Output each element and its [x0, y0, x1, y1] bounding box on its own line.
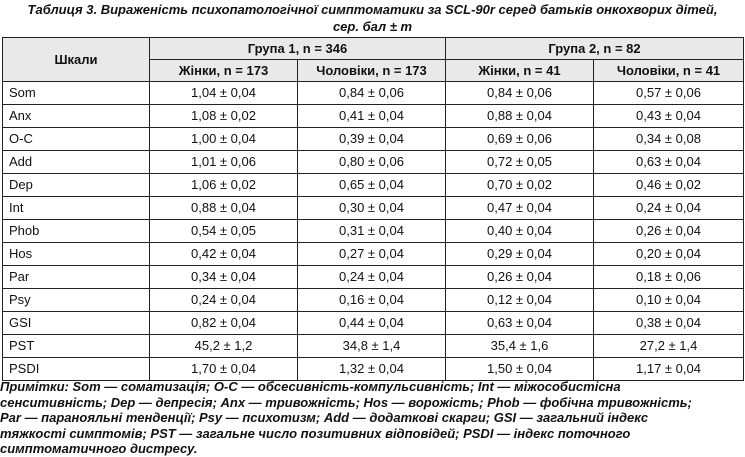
- column-header-scales: Шкали: [2, 37, 150, 82]
- table-cell: 45,2 ± 1,2: [149, 334, 298, 358]
- table-cell: 1,08 ± 0,02: [149, 104, 298, 128]
- table-row: Phob 0,54 ± 0,05 0,31 ± 0,04 0,40 ± 0,04 0,2…: [2, 219, 744, 243]
- row-scale-label: Par: [2, 265, 150, 289]
- table-cell: 0,16 ± 0,04: [297, 288, 446, 312]
- table-cell: 0,34 ± 0,04: [149, 265, 298, 289]
- table-row: O-C 1,00 ± 0,04 0,39 ± 0,04 0,69 ± 0,06 0,34…: [2, 127, 744, 151]
- column-header-group-1: Група 1, n = 346: [149, 37, 446, 60]
- table-cell: 0,88 ± 0,04: [445, 104, 594, 128]
- table-cell: 0,41 ± 0,04: [297, 104, 446, 128]
- notes-line: Par — паранояльні тенденції; Psy — психо…: [0, 410, 649, 425]
- notes-line: Примітки: Som — соматизація; O-C — обсес…: [0, 379, 621, 394]
- table-cell: 0,84 ± 0,06: [445, 81, 594, 105]
- table-cell: 0,26 ± 0,04: [593, 219, 744, 243]
- table-cell: 0,18 ± 0,06: [593, 265, 744, 289]
- table-cell: 1,32 ± 0,04: [297, 357, 446, 381]
- table-cell: 0,31 ± 0,04: [297, 219, 446, 243]
- table-row: Add 1,01 ± 0,06 0,80 ± 0,06 0,72 ± 0,05 0,63…: [2, 150, 744, 174]
- row-scale-label: Psy: [2, 288, 150, 312]
- table-cell: 0,39 ± 0,04: [297, 127, 446, 151]
- table-row: Som 1,04 ± 0,04 0,84 ± 0,06 0,84 ± 0,06 0,57…: [2, 81, 744, 105]
- row-scale-label: Phob: [2, 219, 150, 243]
- table-cell: 0,38 ± 0,04: [593, 311, 744, 335]
- table-cell: 1,00 ± 0,04: [149, 127, 298, 151]
- table-row: Dep 1,06 ± 0,02 0,65 ± 0,04 0,70 ± 0,02 0,46…: [2, 173, 744, 197]
- caption-line-1: Таблиця 3. Вираженість психопатологічної…: [27, 2, 718, 17]
- table-cell: 1,04 ± 0,04: [149, 81, 298, 105]
- table-row: GSI 0,82 ± 0,04 0,44 ± 0,04 0,63 ± 0,04 0,38…: [2, 311, 744, 335]
- table-cell: 0,10 ± 0,04: [593, 288, 744, 312]
- table-cell: 0,30 ± 0,04: [297, 196, 446, 220]
- table-cell: 35,4 ± 1,6: [445, 334, 594, 358]
- caption-line-2: сер. бал ± m: [332, 19, 413, 34]
- column-header-g1-women: Жінки, n = 173: [149, 59, 298, 82]
- table-cell: 0,12 ± 0,04: [445, 288, 594, 312]
- table-row: Int 0,88 ± 0,04 0,30 ± 0,04 0,47 ± 0,04 0,24…: [2, 196, 744, 220]
- row-scale-label: GSI: [2, 311, 150, 335]
- table-cell: 0,27 ± 0,04: [297, 242, 446, 266]
- table-cell: 0,69 ± 0,06: [445, 127, 594, 151]
- table-row: Psy 0,24 ± 0,04 0,16 ± 0,04 0,12 ± 0,04 0,10…: [2, 288, 744, 312]
- table-cell: 0,84 ± 0,06: [297, 81, 446, 105]
- table-cell: 0,63 ± 0,04: [593, 150, 744, 174]
- table-cell: 0,34 ± 0,08: [593, 127, 744, 151]
- scl90-table: Шкали Група 1, n = 346 Група 2, n = 82 Ж…: [2, 37, 744, 381]
- table-caption: Таблиця 3. Вираженість психопатологічної…: [0, 1, 745, 35]
- table-cell: 0,72 ± 0,05: [445, 150, 594, 174]
- table-cell: 1,70 ± 0,04: [149, 357, 298, 381]
- table-cell: 0,70 ± 0,02: [445, 173, 594, 197]
- table-cell: 0,47 ± 0,04: [445, 196, 594, 220]
- table-cell: 0,26 ± 0,04: [445, 265, 594, 289]
- table-notes: Примітки: Som — соматизація; O-C — обсес…: [0, 379, 745, 457]
- table-cell: 0,40 ± 0,04: [445, 219, 594, 243]
- table-cell: 0,57 ± 0,06: [593, 81, 744, 105]
- row-scale-label: PST: [2, 334, 150, 358]
- table-cell: 0,88 ± 0,04: [149, 196, 298, 220]
- column-header-group-2: Група 2, n = 82: [445, 37, 744, 60]
- table-cell: 0,42 ± 0,04: [149, 242, 298, 266]
- table-cell: 0,63 ± 0,04: [445, 311, 594, 335]
- column-header-g2-men: Чоловіки, n = 41: [593, 59, 744, 82]
- column-header-g2-women: Жінки, n = 41: [445, 59, 594, 82]
- notes-line: тяжкості симптомів; PST — загальне число…: [0, 425, 631, 441]
- row-scale-label: Add: [2, 150, 150, 174]
- table-cell: 0,44 ± 0,04: [297, 311, 446, 335]
- table-cell: 0,20 ± 0,04: [593, 242, 744, 266]
- table-row: Par 0,34 ± 0,04 0,24 ± 0,04 0,26 ± 0,04 0,18…: [2, 265, 744, 289]
- table-cell: 1,17 ± 0,04: [593, 357, 744, 381]
- table-cell: 27,2 ± 1,4: [593, 334, 744, 358]
- table-row: PSDI 1,70 ± 0,04 1,32 ± 0,04 1,50 ± 0,04 1,1…: [2, 357, 744, 381]
- table-cell: 0,24 ± 0,04: [149, 288, 298, 312]
- table-body: Som 1,04 ± 0,04 0,84 ± 0,06 0,84 ± 0,06 0,57…: [2, 81, 744, 381]
- table-cell: 0,24 ± 0,04: [297, 265, 446, 289]
- row-scale-label: O-C: [2, 127, 150, 151]
- table-cell: 0,80 ± 0,06: [297, 150, 446, 174]
- table-cell: 1,50 ± 0,04: [445, 357, 594, 381]
- row-scale-label: PSDI: [2, 357, 150, 381]
- table-cell: 0,82 ± 0,04: [149, 311, 298, 335]
- table-cell: 0,43 ± 0,04: [593, 104, 744, 128]
- row-scale-label: Dep: [2, 173, 150, 197]
- row-scale-label: Som: [2, 81, 150, 105]
- table-row: Hos 0,42 ± 0,04 0,27 ± 0,04 0,29 ± 0,04 0,20…: [2, 242, 744, 266]
- row-scale-label: Hos: [2, 242, 150, 266]
- table-cell: 0,65 ± 0,04: [297, 173, 446, 197]
- header-row-groups: Шкали Група 1, n = 346 Група 2, n = 82: [2, 37, 744, 82]
- table-cell: 0,29 ± 0,04: [445, 242, 594, 266]
- table-cell: 1,06 ± 0,02: [149, 173, 298, 197]
- notes-line: сенситивність; Dep — депресія; Anx — три…: [0, 394, 692, 410]
- table-cell: 0,46 ± 0,02: [593, 173, 744, 197]
- row-scale-label: Int: [2, 196, 150, 220]
- header-row-subgroups: Жінки, n = 173 Чоловіки, n = 173 Жінки, …: [3, 59, 744, 82]
- table-row: PST 45,2 ± 1,2 34,8 ± 1,4 35,4 ± 1,6 27,2 ± …: [2, 334, 744, 358]
- table-row: Anx 1,08 ± 0,02 0,41 ± 0,04 0,88 ± 0,04 0,43…: [2, 104, 744, 128]
- column-header-g1-men: Чоловіки, n = 173: [297, 59, 446, 82]
- table-cell: 1,01 ± 0,06: [149, 150, 298, 174]
- table-cell: 0,24 ± 0,04: [593, 196, 744, 220]
- row-scale-label: Anx: [2, 104, 150, 128]
- notes-line: симптоматичного дистресу.: [0, 441, 198, 456]
- table-cell: 0,54 ± 0,05: [149, 219, 298, 243]
- table-cell: 34,8 ± 1,4: [297, 334, 446, 358]
